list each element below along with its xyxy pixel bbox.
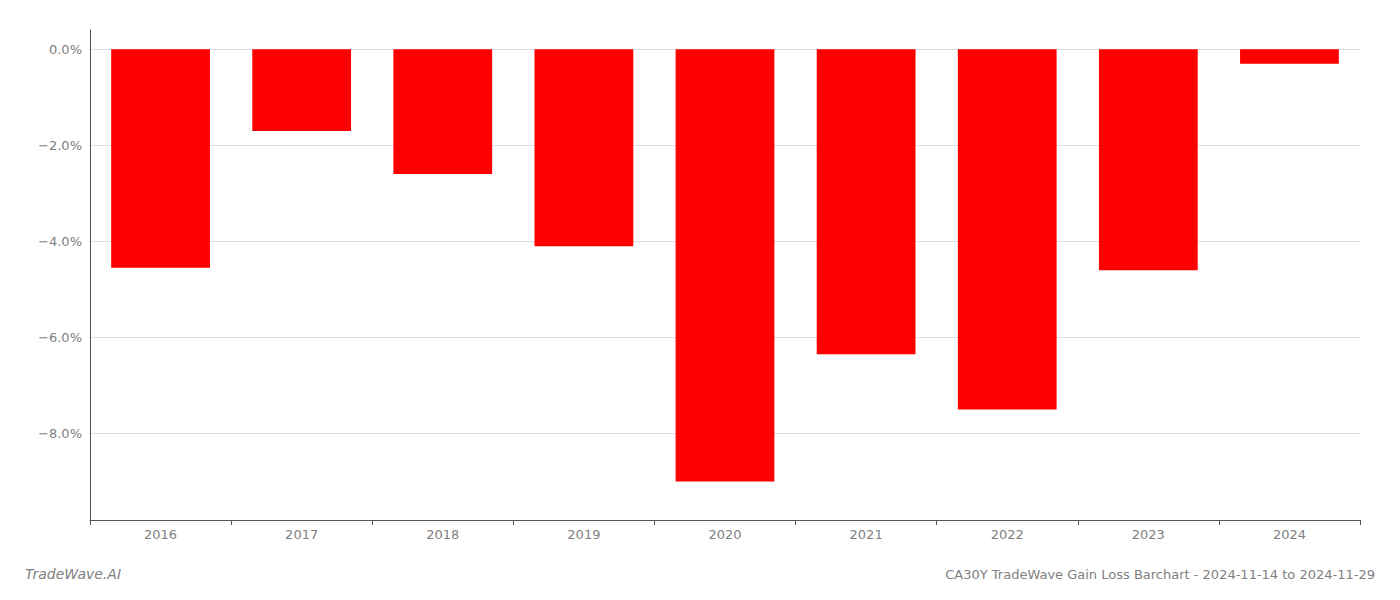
svg-text:CA30Y TradeWave Gain Loss Barc: CA30Y TradeWave Gain Loss Barchart - 202… bbox=[945, 567, 1375, 582]
svg-text:−6.0%: −6.0% bbox=[38, 330, 82, 345]
svg-text:2018: 2018 bbox=[426, 527, 459, 542]
svg-text:2024: 2024 bbox=[1273, 527, 1306, 542]
svg-text:2017: 2017 bbox=[285, 527, 318, 542]
svg-text:2016: 2016 bbox=[144, 527, 177, 542]
svg-text:2020: 2020 bbox=[708, 527, 741, 542]
svg-text:−8.0%: −8.0% bbox=[38, 426, 82, 441]
svg-text:2021: 2021 bbox=[850, 527, 883, 542]
svg-text:2022: 2022 bbox=[991, 527, 1024, 542]
svg-text:−4.0%: −4.0% bbox=[38, 234, 82, 249]
svg-text:2023: 2023 bbox=[1132, 527, 1165, 542]
svg-text:TradeWave.AI: TradeWave.AI bbox=[25, 566, 121, 582]
svg-text:−2.0%: −2.0% bbox=[38, 138, 82, 153]
svg-text:2019: 2019 bbox=[567, 527, 600, 542]
svg-text:0.0%: 0.0% bbox=[49, 42, 82, 57]
